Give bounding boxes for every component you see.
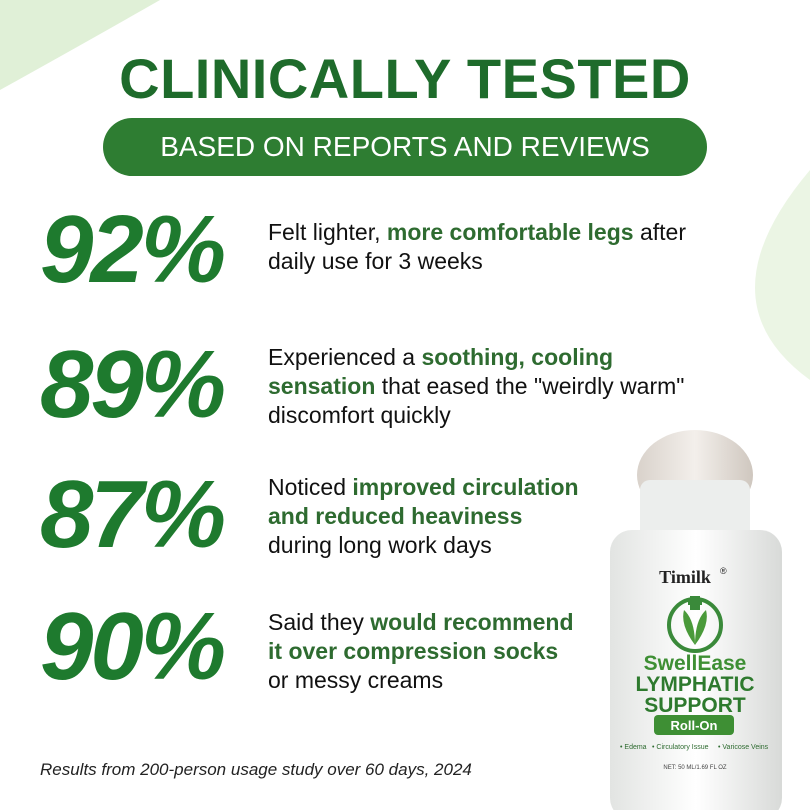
highlight: would recommend it over compression sock… bbox=[268, 609, 574, 664]
footnote: Results from 200-person usage study over… bbox=[40, 760, 472, 779]
text: that eased the "weirdly warm" discomfort… bbox=[268, 373, 685, 428]
product-bottle: Timilk ® SwellEase LYMPHATIC SUPPORT Rol… bbox=[610, 430, 782, 810]
stat-description: Felt lighter, more comfortable legs afte… bbox=[268, 218, 713, 276]
product-name: SwellEase bbox=[644, 652, 747, 675]
product-line: SUPPORT bbox=[644, 694, 746, 717]
use: • Edema bbox=[620, 744, 647, 751]
highlight: soothing, cooling sensation bbox=[268, 344, 614, 399]
use: • Circulatory Issue bbox=[652, 744, 709, 751]
stat-description: Said they would recommend it over compre… bbox=[268, 608, 583, 695]
stat-percent: 87% bbox=[40, 461, 226, 568]
text: or messy creams bbox=[268, 667, 444, 693]
net: NET: 50 ML/1.69 FL OZ bbox=[663, 765, 726, 771]
text: Noticed bbox=[268, 474, 353, 500]
product-line: LYMPHATIC bbox=[635, 673, 754, 696]
text: after daily use for 3 weeks bbox=[268, 219, 686, 274]
text: during long work days bbox=[268, 532, 492, 558]
highlight: more comfortable legs bbox=[386, 219, 634, 245]
stat-percent: 89% bbox=[40, 331, 226, 438]
text: Said they bbox=[268, 609, 371, 635]
highlight: improved circulation and reduced heavine… bbox=[268, 474, 579, 529]
stat-description: Experienced a soothing, cooling sensatio… bbox=[268, 343, 698, 430]
variant: Roll-On bbox=[671, 718, 718, 733]
text: Felt lighter, bbox=[268, 219, 387, 245]
brand-mark: ® bbox=[720, 566, 727, 576]
stat-percent: 90% bbox=[40, 593, 226, 700]
brand: Timilk bbox=[659, 567, 711, 587]
title: CLINICALLY TESTED bbox=[119, 47, 691, 110]
text: Experienced a bbox=[268, 344, 422, 370]
stat-description: Noticed improved circulation and reduced… bbox=[268, 473, 583, 560]
subtitle-pill: BASED ON REPORTS AND REVIEWS bbox=[103, 118, 707, 176]
use: • Varicose Veins bbox=[718, 744, 769, 751]
stat-percent: 92% bbox=[40, 196, 226, 303]
